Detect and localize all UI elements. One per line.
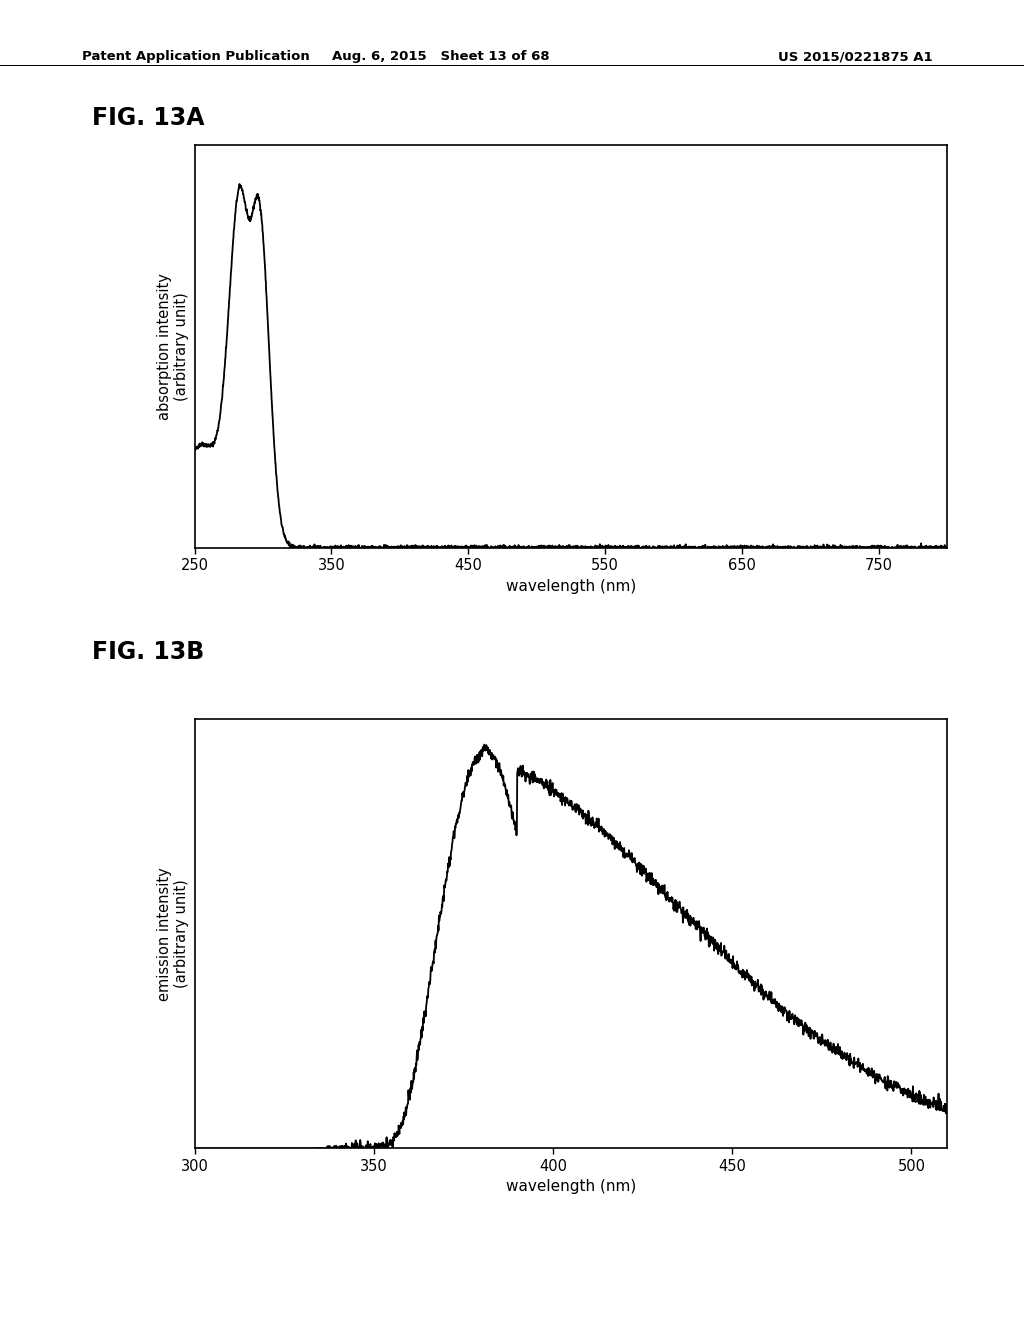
- X-axis label: wavelength (nm): wavelength (nm): [506, 1179, 636, 1195]
- Text: Patent Application Publication: Patent Application Publication: [82, 50, 309, 63]
- Y-axis label: emission intensity
(arbitrary unit): emission intensity (arbitrary unit): [157, 867, 189, 1001]
- Y-axis label: absorption intensity
(arbitrary unit): absorption intensity (arbitrary unit): [157, 273, 189, 420]
- Text: Aug. 6, 2015   Sheet 13 of 68: Aug. 6, 2015 Sheet 13 of 68: [332, 50, 549, 63]
- Text: US 2015/0221875 A1: US 2015/0221875 A1: [778, 50, 933, 63]
- Text: FIG. 13A: FIG. 13A: [92, 106, 205, 129]
- Text: FIG. 13B: FIG. 13B: [92, 640, 205, 664]
- X-axis label: wavelength (nm): wavelength (nm): [506, 578, 636, 594]
